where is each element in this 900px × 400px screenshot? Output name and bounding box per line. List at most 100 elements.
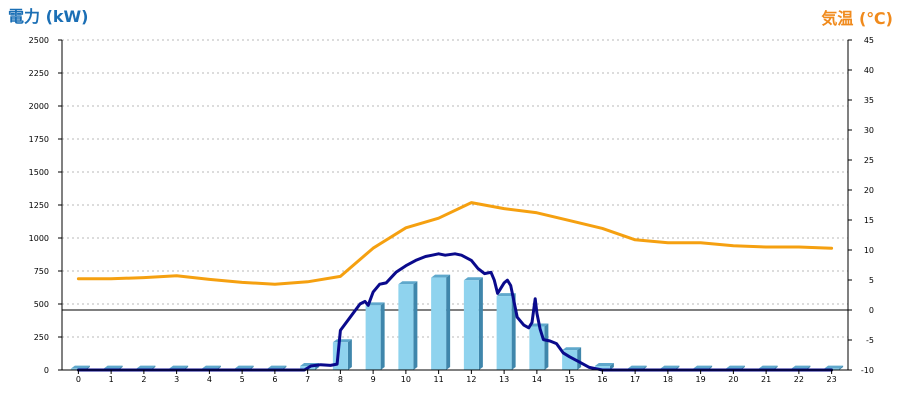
power-bar-top xyxy=(169,365,189,369)
power-bar-front xyxy=(365,305,381,370)
power-bar-side xyxy=(413,281,418,370)
power-bar xyxy=(431,274,451,370)
power-bar-top xyxy=(234,365,254,369)
right-tick-label: 25 xyxy=(864,156,874,165)
power-bar-top xyxy=(660,365,680,369)
left-tick-label: 2250 xyxy=(29,69,49,78)
power-bar-front xyxy=(463,280,479,370)
power-bar xyxy=(496,293,516,370)
x-tick-label: 8 xyxy=(338,375,343,384)
right-tick-label: 5 xyxy=(869,276,874,285)
power-bar-top xyxy=(463,277,483,281)
power-bar-top xyxy=(725,365,745,369)
power-bar-top xyxy=(267,365,287,369)
x-tick-label: 13 xyxy=(499,375,509,384)
right-tick-label: 40 xyxy=(864,66,874,75)
x-tick-label: 11 xyxy=(434,375,444,384)
power-bar-front xyxy=(496,296,512,370)
left-tick-label: 1000 xyxy=(29,234,49,243)
x-tick-label: 19 xyxy=(696,375,706,384)
power-bar xyxy=(398,281,418,370)
power-bar-top xyxy=(693,365,713,369)
power-bar-top xyxy=(562,347,582,351)
right-tick-label: 0 xyxy=(869,306,874,315)
x-tick-label: 2 xyxy=(141,375,146,384)
power-bar-top xyxy=(103,365,123,369)
power-bar-front xyxy=(529,326,545,370)
right-tick-label: -5 xyxy=(866,336,874,345)
power-bar-top xyxy=(758,365,778,369)
power-bar-side xyxy=(544,323,549,370)
x-tick-label: 23 xyxy=(827,375,837,384)
power-bar-top xyxy=(398,281,418,285)
left-tick-label: 1250 xyxy=(29,201,49,210)
right-axis-title: 気温 (℃) xyxy=(821,9,893,28)
x-tick-label: 21 xyxy=(761,375,771,384)
left-axis-title: 電力 (kW) xyxy=(8,7,89,26)
power-bar-side xyxy=(446,274,451,370)
power-bar-top xyxy=(70,365,90,369)
power-bar-top xyxy=(627,365,647,369)
power-bar xyxy=(594,363,614,370)
power-bar-front xyxy=(398,284,414,370)
power-bar-side xyxy=(839,365,844,370)
right-tick-label: 45 xyxy=(864,36,874,45)
gridlines xyxy=(62,39,848,338)
power-bar-front xyxy=(594,366,610,370)
x-tick-label: 6 xyxy=(272,375,277,384)
power-bar-side xyxy=(609,363,614,370)
left-tick-label: 1750 xyxy=(29,135,49,144)
x-tick-label: 16 xyxy=(597,375,607,384)
power-bar-side xyxy=(478,277,483,370)
power-bar-top xyxy=(136,365,156,369)
power-line xyxy=(76,252,834,372)
data-lines xyxy=(76,201,834,372)
x-tick-label: 4 xyxy=(207,375,212,384)
left-tick-label: 0 xyxy=(44,366,49,375)
left-tick-label: 750 xyxy=(34,267,49,276)
x-tick-label: 5 xyxy=(240,375,245,384)
left-tick-label: 250 xyxy=(34,333,49,342)
right-tick-label: 35 xyxy=(864,96,874,105)
right-tick-label: 30 xyxy=(864,126,874,135)
x-tick-label: 12 xyxy=(466,375,476,384)
left-tick-label: 2000 xyxy=(29,102,49,111)
power-bar-top xyxy=(431,274,451,278)
left-tick-label: 2500 xyxy=(29,36,49,45)
x-tick-label: 7 xyxy=(305,375,310,384)
x-tick-label: 20 xyxy=(728,375,738,384)
x-tick-label: 22 xyxy=(794,375,804,384)
x-tick-label: 10 xyxy=(401,375,411,384)
power-bar xyxy=(463,277,483,370)
x-tick-label: 14 xyxy=(532,375,542,384)
power-bar-side xyxy=(511,293,516,370)
left-tick-label: 1500 xyxy=(29,168,49,177)
power-bar-side xyxy=(577,347,582,370)
power-bar xyxy=(365,302,385,370)
x-tick-label: 18 xyxy=(663,375,673,384)
power-bar-top xyxy=(824,365,844,369)
x-tick-label: 9 xyxy=(371,375,376,384)
right-tick-label: -10 xyxy=(861,366,874,375)
right-tick-label: 20 xyxy=(864,186,874,195)
power-bar-front xyxy=(431,277,447,370)
right-tick-label: 10 xyxy=(864,246,874,255)
power-bar-top xyxy=(201,365,221,369)
axes: 02505007501000125015001750200022502500-1… xyxy=(29,36,874,384)
power-bar-top xyxy=(594,363,614,367)
left-tick-label: 500 xyxy=(34,300,49,309)
power-bar-top xyxy=(332,339,352,343)
power-bars xyxy=(70,274,844,370)
x-tick-label: 15 xyxy=(565,375,575,384)
x-tick-label: 1 xyxy=(109,375,114,384)
x-tick-label: 0 xyxy=(76,375,81,384)
power-bar-side xyxy=(347,339,352,370)
power-bar-top xyxy=(791,365,811,369)
power-bar-side xyxy=(380,302,385,370)
temperature-line xyxy=(76,201,834,286)
right-tick-label: 15 xyxy=(864,216,874,225)
x-tick-label: 3 xyxy=(174,375,179,384)
x-tick-label: 17 xyxy=(630,375,640,384)
power-bar-top xyxy=(496,293,516,297)
